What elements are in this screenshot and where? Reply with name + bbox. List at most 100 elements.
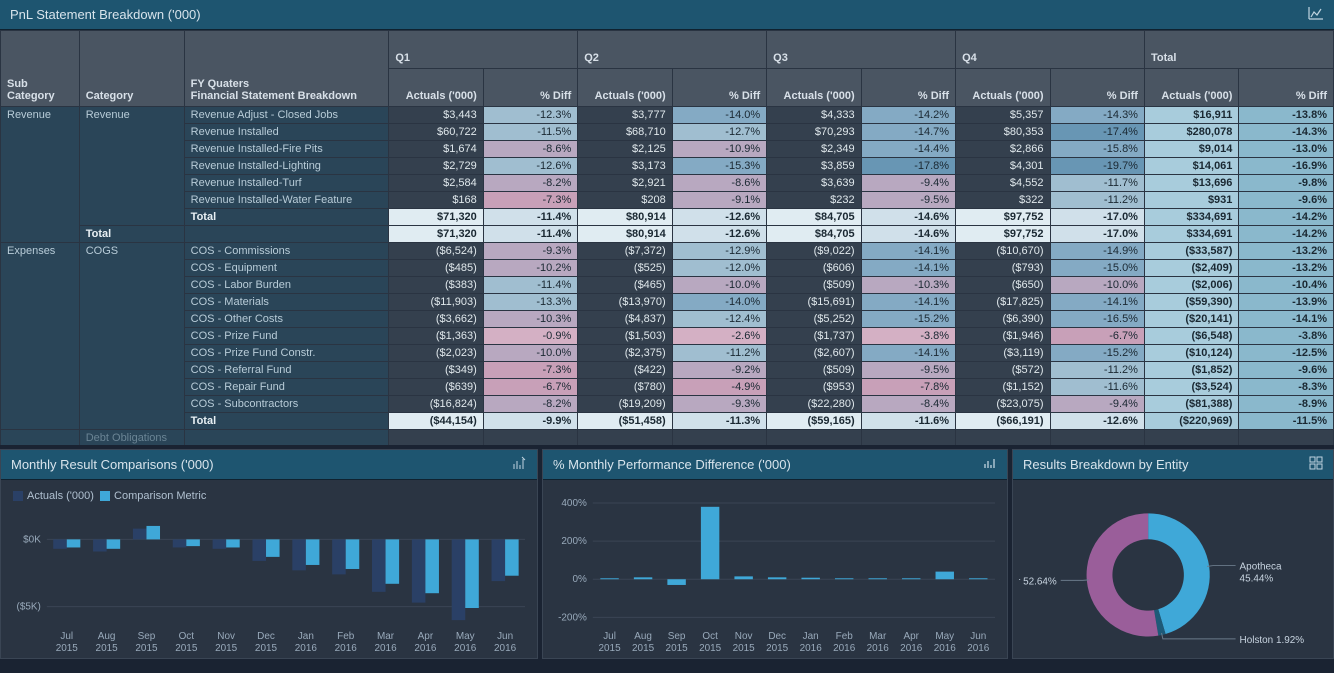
table-row[interactable]: RevenueRevenueRevenue Adjust - Closed Jo…	[1, 107, 1334, 124]
perf-chart-header: % Monthly Performance Difference ('000)	[543, 450, 1007, 480]
table-row[interactable]: Revenue Installed-Lighting$2,729-12.6%$3…	[1, 158, 1334, 175]
donut-chart-title: Results Breakdown by Entity	[1023, 457, 1188, 472]
svg-text:-200%: -200%	[558, 612, 587, 623]
svg-text:2016: 2016	[295, 643, 318, 654]
svg-text:Mar: Mar	[377, 631, 395, 642]
svg-text:Jul: Jul	[60, 631, 73, 642]
svg-text:Jan: Jan	[298, 631, 314, 642]
donut-chart-card: Results Breakdown by Entity Apotheca45.4…	[1012, 449, 1334, 659]
svg-text:2015: 2015	[255, 643, 278, 654]
table-row[interactable]: COS - Materials($11,903)-13.3%($13,970)-…	[1, 294, 1334, 311]
svg-text:Sep: Sep	[138, 631, 156, 642]
svg-text:400%: 400%	[561, 498, 587, 509]
svg-text:45.44%: 45.44%	[1240, 573, 1274, 584]
table-row[interactable]: COS - Equipment($485)-10.2%($525)-12.0%(…	[1, 260, 1334, 277]
bar-chart[interactable]: $0K($5K)Jul2015Aug2015Sep2015Oct2015Nov2…	[7, 504, 531, 670]
bar-chart-card: Monthly Result Comparisons ('000) Actual…	[0, 449, 538, 659]
table-row[interactable]: Revenue Installed-Fire Pits$1,674-8.6%$2…	[1, 141, 1334, 158]
svg-text:Jan: Jan	[803, 631, 819, 642]
svg-text:2016: 2016	[494, 643, 517, 654]
svg-text:2016: 2016	[335, 643, 358, 654]
chart-icon[interactable]	[1308, 6, 1324, 23]
svg-text:Aug: Aug	[98, 631, 116, 642]
svg-text:2016: 2016	[454, 643, 477, 654]
table-row[interactable]: COS - Prize Fund Constr.($2,023)-10.0%($…	[1, 345, 1334, 362]
svg-text:2016: 2016	[867, 643, 890, 654]
svg-text:Dec: Dec	[257, 631, 275, 642]
perf-chart[interactable]: -200%0%200%400%Jul2015Aug2015Sep2015Oct2…	[549, 486, 1001, 658]
svg-text:Dec: Dec	[768, 631, 786, 642]
svg-text:($5K): ($5K)	[17, 602, 41, 613]
svg-text:May: May	[935, 631, 954, 642]
pnl-table-panel: PnL Statement Breakdown ('000) Sub Categ…	[0, 0, 1334, 445]
svg-text:2016: 2016	[800, 643, 823, 654]
svg-text:Jun: Jun	[497, 631, 513, 642]
table-row[interactable]: COS - Other Costs($3,662)-10.3%($4,837)-…	[1, 311, 1334, 328]
bar-chart-title: Monthly Result Comparisons ('000)	[11, 457, 214, 472]
svg-text:2015: 2015	[599, 643, 622, 654]
svg-text:2015: 2015	[733, 643, 756, 654]
svg-text:Apotheca: Apotheca	[1240, 562, 1282, 573]
edit-icon[interactable]	[511, 456, 527, 473]
bottom-panels-row: Monthly Result Comparisons ('000) Actual…	[0, 445, 1334, 659]
svg-text:2016: 2016	[374, 643, 397, 654]
perf-chart-title: % Monthly Performance Difference ('000)	[553, 457, 791, 472]
bars-icon[interactable]	[983, 456, 997, 473]
table-row[interactable]: COS - Labor Burden($383)-11.4%($465)-10.…	[1, 277, 1334, 294]
table-row[interactable]: COS - Repair Fund($639)-6.7%($780)-4.9%(…	[1, 379, 1334, 396]
table-row[interactable]: Debt Obligations	[1, 430, 1334, 446]
svg-text:Jul: Jul	[603, 631, 616, 642]
pnl-panel-header: PnL Statement Breakdown ('000)	[0, 0, 1334, 30]
table-row[interactable]: Revenue Installed-Water Feature$168-7.3%…	[1, 192, 1334, 209]
svg-text:Apr: Apr	[903, 631, 919, 642]
svg-text:2015: 2015	[766, 643, 789, 654]
table-row[interactable]: Total($44,154)-9.9%($51,458)-11.3%($59,1…	[1, 413, 1334, 430]
svg-text:Jun: Jun	[970, 631, 986, 642]
pnl-table[interactable]: Sub CategoryCategoryFY QuatersFinancial …	[0, 30, 1334, 445]
bar-chart-header: Monthly Result Comparisons ('000)	[1, 450, 537, 480]
table-row[interactable]: Total$71,320-11.4%$80,914-12.6%$84,705-1…	[1, 209, 1334, 226]
svg-text:Holston 1.92%: Holston 1.92%	[1240, 635, 1305, 646]
table-row[interactable]: COS - Subcontractors($16,824)-8.2%($19,2…	[1, 396, 1334, 413]
svg-text:2016: 2016	[833, 643, 856, 654]
svg-text:2015: 2015	[215, 643, 238, 654]
svg-text:Mar: Mar	[869, 631, 887, 642]
svg-text:2016: 2016	[900, 643, 923, 654]
svg-text:Nov: Nov	[735, 631, 753, 642]
svg-text:2015: 2015	[699, 643, 722, 654]
svg-text:May: May	[456, 631, 475, 642]
svg-text:2015: 2015	[135, 643, 158, 654]
svg-text:2015: 2015	[666, 643, 689, 654]
table-row[interactable]: COS - Prize Fund($1,363)-0.9%($1,503)-2.…	[1, 328, 1334, 345]
svg-text:2016: 2016	[934, 643, 957, 654]
donut-chart[interactable]: Apotheca45.44% Holston 1.92% Praxair 52.64…	[1019, 486, 1327, 663]
svg-text:2016: 2016	[414, 643, 437, 654]
svg-text:2015: 2015	[96, 643, 119, 654]
svg-text:$0K: $0K	[23, 534, 41, 545]
table-row[interactable]: COS - Referral Fund($349)-7.3%($422)-9.2…	[1, 362, 1334, 379]
bar-chart-legend: Actuals ('000) Comparison Metric	[7, 486, 531, 504]
table-row[interactable]: Revenue Installed-Turf$2,584-8.2%$2,921-…	[1, 175, 1334, 192]
donut-chart-header: Results Breakdown by Entity	[1013, 450, 1333, 480]
svg-text:Praxair 52.64%: Praxair 52.64%	[1019, 576, 1057, 587]
svg-text:Oct: Oct	[702, 631, 718, 642]
svg-text:Apr: Apr	[418, 631, 434, 642]
grid-icon[interactable]	[1309, 456, 1323, 473]
svg-text:0%: 0%	[572, 574, 587, 585]
svg-text:2015: 2015	[632, 643, 655, 654]
svg-text:Nov: Nov	[217, 631, 235, 642]
svg-text:Oct: Oct	[179, 631, 195, 642]
table-row[interactable]: Revenue Installed$60,722-11.5%$68,710-12…	[1, 124, 1334, 141]
svg-text:Sep: Sep	[668, 631, 686, 642]
svg-text:2015: 2015	[175, 643, 198, 654]
perf-chart-card: % Monthly Performance Difference ('000) …	[542, 449, 1008, 659]
svg-text:2016: 2016	[967, 643, 990, 654]
svg-text:Feb: Feb	[337, 631, 355, 642]
table-row[interactable]: Total$71,320-11.4%$80,914-12.6%$84,705-1…	[1, 226, 1334, 243]
svg-text:2015: 2015	[56, 643, 79, 654]
svg-text:Feb: Feb	[836, 631, 854, 642]
svg-text:200%: 200%	[561, 536, 587, 547]
table-row[interactable]: ExpensesCOGSCOS - Commissions($6,524)-9.…	[1, 243, 1334, 260]
svg-text:Aug: Aug	[634, 631, 652, 642]
pnl-title: PnL Statement Breakdown ('000)	[10, 7, 201, 22]
